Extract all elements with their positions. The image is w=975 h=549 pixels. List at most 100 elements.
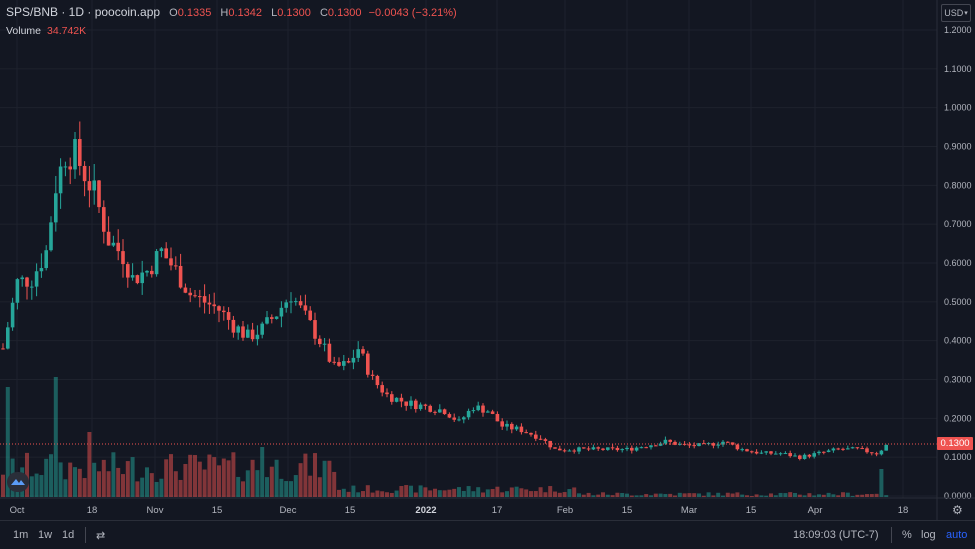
- volume-bar: [337, 489, 341, 497]
- volume-bar: [173, 471, 178, 497]
- candle-body: [495, 413, 500, 422]
- candle-body: [505, 423, 509, 427]
- volume-bar: [639, 495, 644, 497]
- candle-body: [596, 447, 600, 449]
- volume-bar: [529, 491, 533, 497]
- volume-bar: [351, 485, 356, 497]
- candle-body: [337, 362, 341, 366]
- volume-bar: [509, 487, 514, 497]
- volume-bar: [850, 495, 855, 497]
- tradingview-logo-icon[interactable]: [7, 472, 29, 492]
- low-value: 0.1300: [277, 7, 311, 19]
- time-tick-label: Oct: [10, 505, 25, 516]
- gear-icon[interactable]: ⚙: [952, 503, 963, 517]
- candle-body: [558, 448, 562, 451]
- candle-body: [159, 248, 164, 252]
- candle-body: [174, 265, 178, 267]
- log-toggle[interactable]: log: [921, 529, 936, 541]
- candle-body: [375, 375, 380, 386]
- range-1d-button[interactable]: 1d: [62, 529, 75, 541]
- volume-bar: [783, 493, 788, 497]
- currency-label: USD: [944, 8, 964, 18]
- compare-icon[interactable]: ⇄: [96, 530, 106, 542]
- volume-bar: [725, 492, 730, 497]
- range-1w-button[interactable]: 1w: [38, 529, 53, 541]
- candle-body: [226, 312, 231, 320]
- volume-bar: [322, 460, 327, 497]
- volume-bar: [245, 470, 250, 497]
- volume-bar: [471, 491, 476, 497]
- volume-bar: [601, 492, 605, 497]
- volume-bar: [749, 495, 754, 497]
- candle-body: [116, 242, 120, 252]
- range-1m-button[interactable]: 1m: [13, 529, 29, 541]
- currency-selector[interactable]: USD ▾: [941, 4, 971, 22]
- volume-bar: [759, 495, 764, 497]
- candle-body: [711, 443, 716, 446]
- volume-bar: [548, 486, 553, 497]
- candle-body: [870, 452, 874, 454]
- candle-body: [562, 450, 567, 452]
- candle-body: [726, 441, 730, 443]
- volume-bar: [274, 459, 279, 497]
- candle-body: [630, 447, 634, 451]
- candle-body: [697, 443, 701, 447]
- volume-bar: [87, 432, 92, 497]
- volume-bar: [332, 471, 337, 497]
- clock-readout[interactable]: 18:09:03 (UTC-7): [793, 529, 879, 541]
- candle-body: [716, 444, 720, 446]
- candle-body: [169, 258, 173, 266]
- volume-bar: [265, 477, 269, 497]
- volume-bar: [135, 481, 140, 497]
- volume-bar: [653, 493, 658, 497]
- volume-bar: [241, 481, 245, 497]
- volume-bar: [269, 466, 274, 497]
- candle-body: [831, 448, 836, 451]
- candle-body: [529, 432, 533, 435]
- volume-bar: [620, 492, 625, 497]
- candle-body: [342, 361, 346, 366]
- candle-body: [769, 451, 773, 454]
- candle-body: [471, 410, 476, 412]
- candle-body: [807, 454, 812, 457]
- volume-bar: [145, 467, 149, 497]
- volume-bar: [596, 494, 601, 497]
- candle-body: [865, 448, 869, 453]
- volume-bar: [711, 495, 716, 497]
- candle-body: [193, 295, 197, 297]
- volume-bar: [284, 481, 289, 497]
- symbol-title[interactable]: SPS/BNB · 1D · poocoin.app: [6, 5, 161, 19]
- candle-body: [212, 304, 216, 307]
- volume-bar: [178, 479, 183, 497]
- volume-bar: [562, 492, 567, 497]
- candle-body: [370, 374, 375, 376]
- percent-toggle[interactable]: %: [902, 529, 912, 541]
- candle-body: [649, 445, 653, 448]
- candlestick-chart[interactable]: 1.2000 1.1000 1.0000 0.9000 0.8000 0.7000 0.60…: [0, 0, 975, 520]
- time-tick-label: 17: [492, 505, 503, 516]
- candle-body: [6, 327, 10, 349]
- volume-bar: [49, 454, 53, 497]
- volume-bar: [121, 474, 125, 497]
- volume-bar: [831, 494, 836, 497]
- candle-body: [879, 450, 884, 455]
- candle-body: [356, 349, 360, 358]
- candle-body: [260, 323, 264, 335]
- volume-bar: [682, 493, 687, 497]
- auto-toggle[interactable]: auto: [946, 529, 968, 541]
- volume-bar: [495, 486, 500, 497]
- candle-body: [754, 451, 759, 454]
- candle-body: [303, 305, 308, 311]
- candle-body: [265, 317, 269, 324]
- volume-bar: [308, 475, 313, 497]
- volume-bar: [255, 470, 260, 497]
- volume-bar: [577, 493, 581, 497]
- price-axis[interactable]: 1.2000 1.1000 1.0000 0.9000 0.8000 0.7000 0.60…: [0, 0, 975, 520]
- candle-body: [78, 139, 82, 166]
- volume-bar: [721, 495, 725, 497]
- volume-label[interactable]: Volume: [6, 25, 42, 37]
- time-axis[interactable]: Oct 18 Nov 15 Dec 15 2022 17 Feb 15 Mar 15 Apr 18: [10, 505, 909, 516]
- candle-body: [409, 400, 413, 406]
- volume-bar: [188, 454, 193, 497]
- volume-bar: [385, 492, 389, 497]
